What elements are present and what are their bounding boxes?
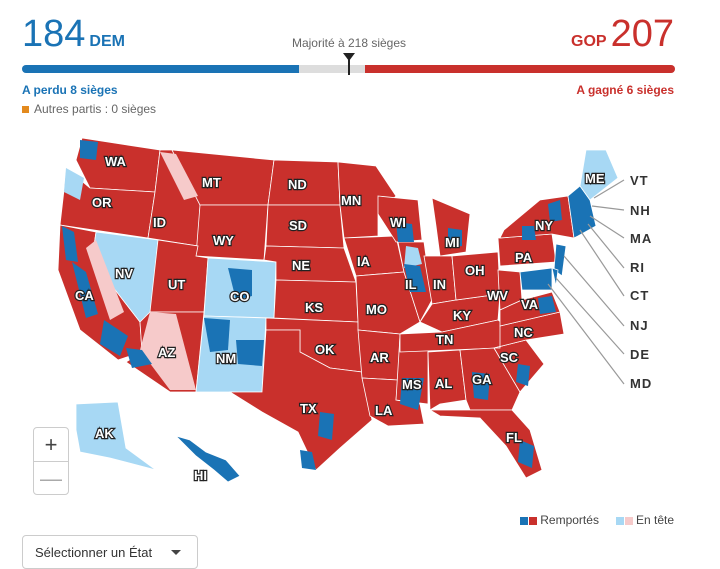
- gop-seat-change: A gagné 6 sièges: [576, 83, 674, 97]
- label-ky: KY: [453, 308, 471, 323]
- label-ne: NE: [292, 258, 310, 273]
- majority-marker-line: [348, 55, 350, 75]
- map-legend: Remportés En tête: [519, 513, 674, 527]
- legend-dem-leading-swatch: [615, 516, 624, 525]
- other-parties: Autres partis : 0 sièges: [22, 102, 156, 116]
- label-wa: WA: [105, 154, 127, 169]
- gop-party-label: GOP: [571, 33, 607, 50]
- label-sd: SD: [289, 218, 307, 233]
- label-wi: WI: [390, 215, 406, 230]
- state-fl[interactable]: [428, 409, 543, 479]
- label-ia: IA: [357, 254, 371, 269]
- zoom-control: + —: [33, 427, 69, 495]
- label-hi: HI: [194, 468, 207, 483]
- legend-leading-label: En tête: [635, 513, 674, 527]
- majority-marker-icon: [343, 53, 355, 61]
- label-mi: MI: [445, 235, 459, 250]
- label-ga: GA: [472, 372, 492, 387]
- label-ri: RI: [630, 260, 645, 275]
- district-highlights: [62, 140, 562, 470]
- legend-reported-label: Remportés: [540, 513, 599, 527]
- label-ks: KS: [305, 300, 323, 315]
- label-nv: NV: [115, 266, 133, 281]
- label-la: LA: [375, 403, 393, 418]
- zoom-in-button[interactable]: +: [44, 432, 58, 457]
- label-nc: NC: [514, 325, 533, 340]
- label-wv: WV: [487, 288, 508, 303]
- label-ct: CT: [630, 288, 649, 303]
- dem-party-label: DEM: [89, 33, 125, 50]
- majority-label: Majorité à 218 sièges: [291, 36, 407, 50]
- state-md[interactable]: [519, 267, 553, 291]
- label-nh: NH: [630, 203, 651, 218]
- label-ca: CA: [75, 288, 94, 303]
- dem-seat-total: 184 DEM: [22, 14, 125, 54]
- label-il: IL: [405, 277, 417, 292]
- state-nj[interactable]: [553, 243, 567, 277]
- chevron-down-icon: [171, 550, 181, 555]
- state-hi[interactable]: [174, 435, 241, 483]
- label-ak: AK: [95, 426, 114, 441]
- label-tn: TN: [436, 332, 453, 347]
- state-select-label: Sélectionner un État: [35, 545, 153, 560]
- state-de[interactable]: [551, 267, 559, 287]
- state-mn[interactable]: [337, 161, 397, 239]
- state-ak[interactable]: [75, 401, 157, 471]
- state-al[interactable]: [427, 349, 467, 411]
- state-me[interactable]: [579, 149, 619, 201]
- other-parties-label: Autres partis : 0 sièges: [34, 102, 157, 116]
- label-me: ME: [585, 171, 605, 186]
- dem-seat-change: A perdu 8 sièges: [22, 83, 118, 97]
- label-vt: VT: [630, 173, 649, 188]
- dem-seat-bar: [22, 65, 299, 73]
- zoom-out-button[interactable]: —: [34, 461, 68, 495]
- legend-gop-swatch: [528, 516, 537, 525]
- state-ia[interactable]: [343, 235, 405, 277]
- legend-dem-swatch: [519, 516, 528, 525]
- northeast-labels: VT NH MA RI CT NJ DE MD: [630, 173, 652, 391]
- label-mt: MT: [202, 175, 221, 190]
- label-nj: NJ: [630, 318, 649, 333]
- label-id: ID: [153, 215, 166, 230]
- label-ok: OK: [315, 342, 335, 357]
- label-in: IN: [433, 277, 446, 292]
- label-al: AL: [435, 376, 452, 391]
- label-co: CO: [230, 289, 250, 304]
- label-oh: OH: [465, 263, 485, 278]
- dem-seat-count: 184: [22, 13, 86, 55]
- label-ny: NY: [535, 218, 553, 233]
- label-or: OR: [92, 195, 112, 210]
- gop-seat-bar: [365, 65, 675, 73]
- gop-seat-count: 207: [610, 13, 674, 55]
- label-az: AZ: [158, 345, 175, 360]
- label-md: MD: [630, 376, 652, 391]
- label-ar: AR: [370, 350, 389, 365]
- state-tx[interactable]: [228, 329, 373, 471]
- label-tx: TX: [300, 401, 317, 416]
- label-ms: MS: [402, 377, 422, 392]
- us-house-map[interactable]: WA OR CA NV ID MT WY UT AZ CO NM ND SD N…: [0, 118, 720, 498]
- gop-seat-total: GOP 207: [571, 14, 674, 54]
- state-labels: WA OR CA NV ID MT WY UT AZ CO NM ND SD N…: [74, 153, 606, 484]
- label-sc: SC: [500, 350, 519, 365]
- label-de: DE: [630, 347, 650, 362]
- other-parties-swatch: [22, 106, 29, 113]
- label-ma: MA: [630, 231, 652, 246]
- label-wy: WY: [213, 233, 234, 248]
- label-pa: PA: [515, 250, 533, 265]
- label-nm: NM: [216, 351, 236, 366]
- label-ut: UT: [168, 277, 185, 292]
- label-va: VA: [521, 297, 539, 312]
- label-fl: FL: [506, 430, 522, 445]
- label-mo: MO: [366, 302, 387, 317]
- northeast-leader-lines: [547, 179, 625, 385]
- label-nd: ND: [288, 177, 307, 192]
- legend-gop-leading-swatch: [624, 516, 633, 525]
- label-mn: MN: [341, 193, 361, 208]
- state-select-dropdown[interactable]: Sélectionner un État: [22, 535, 198, 569]
